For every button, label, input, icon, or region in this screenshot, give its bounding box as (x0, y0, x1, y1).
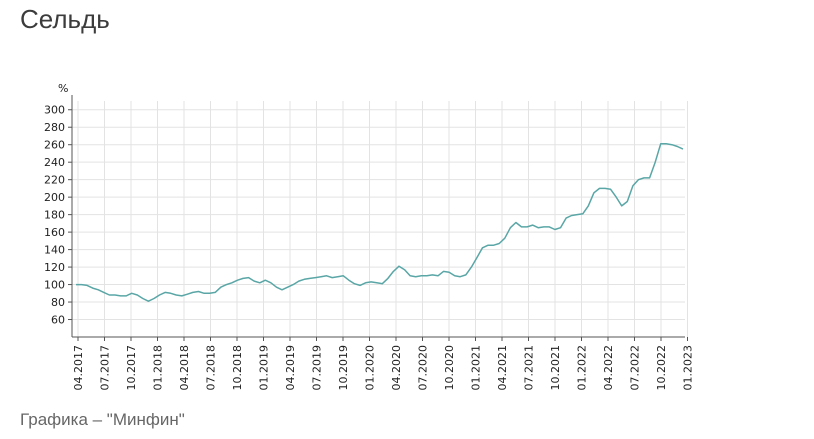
x-tick-label: 10.2019 (337, 345, 350, 391)
x-tick-label: 10.2020 (443, 345, 456, 391)
x-tick-labels: 04.2017 07.2017 10.2017 01.2018 04.2018 07.20… (72, 345, 695, 391)
grid (72, 101, 688, 337)
x-tick-label: 07.2019 (311, 345, 324, 391)
y-tick-label: 260 (44, 139, 65, 152)
x-tick-label: 01.2022 (576, 345, 589, 391)
y-tick-label: 220 (44, 174, 65, 187)
y-tick-labels: 60 80 100 120 140 160 180 200 220 240 260 280 300 (44, 104, 65, 327)
y-tick-label: 160 (44, 226, 65, 239)
x-tick-label: 01.2019 (258, 345, 271, 391)
series-line (76, 143, 684, 302)
axes (68, 95, 688, 341)
y-axis-unit-label: % (58, 82, 68, 95)
y-tick-label: 60 (51, 314, 65, 327)
x-tick-label: 07.2020 (417, 345, 430, 391)
x-tick-label: 04.2022 (602, 345, 615, 391)
y-tick-label: 80 (51, 296, 65, 309)
x-tick-label: 07.2022 (629, 345, 642, 391)
x-tick-label: 04.2021 (496, 345, 509, 391)
x-tick-label: 01.2021 (470, 345, 483, 391)
y-tick-label: 140 (44, 244, 65, 257)
y-tick-label: 240 (44, 156, 65, 169)
y-tick-label: 300 (44, 104, 65, 117)
x-tick-label: 01.2023 (682, 345, 695, 391)
x-tick-label: 10.2017 (125, 345, 138, 391)
line-chart: % 6080100120140160180200220240260280300 … (44, 82, 695, 391)
series-group (76, 143, 684, 302)
x-tick-label: 10.2018 (231, 345, 244, 391)
y-tick-label: 100 (44, 279, 65, 292)
x-tick-label: 01.2018 (152, 345, 165, 391)
x-tick-label: 04.2018 (178, 345, 191, 391)
y-tick-label: 120 (44, 261, 65, 274)
x-tick-label: 07.2017 (99, 345, 112, 391)
x-tick-label: 07.2021 (523, 345, 536, 391)
x-tick-label: 04.2017 (72, 345, 85, 391)
source-caption: Графика – "Минфин" (20, 410, 185, 429)
x-tick-label: 10.2022 (655, 345, 668, 391)
x-tick-label: 10.2021 (549, 345, 562, 391)
x-tick-label: 04.2020 (390, 345, 403, 391)
x-tick-label: 04.2019 (284, 345, 297, 391)
x-tick-label: 07.2018 (205, 345, 218, 391)
y-tick-label: 180 (44, 209, 65, 222)
y-tick-label: 200 (44, 191, 65, 204)
y-tick-label: 280 (44, 121, 65, 134)
x-tick-label: 01.2020 (364, 345, 377, 391)
chart-title: Сельдь (20, 4, 110, 34)
